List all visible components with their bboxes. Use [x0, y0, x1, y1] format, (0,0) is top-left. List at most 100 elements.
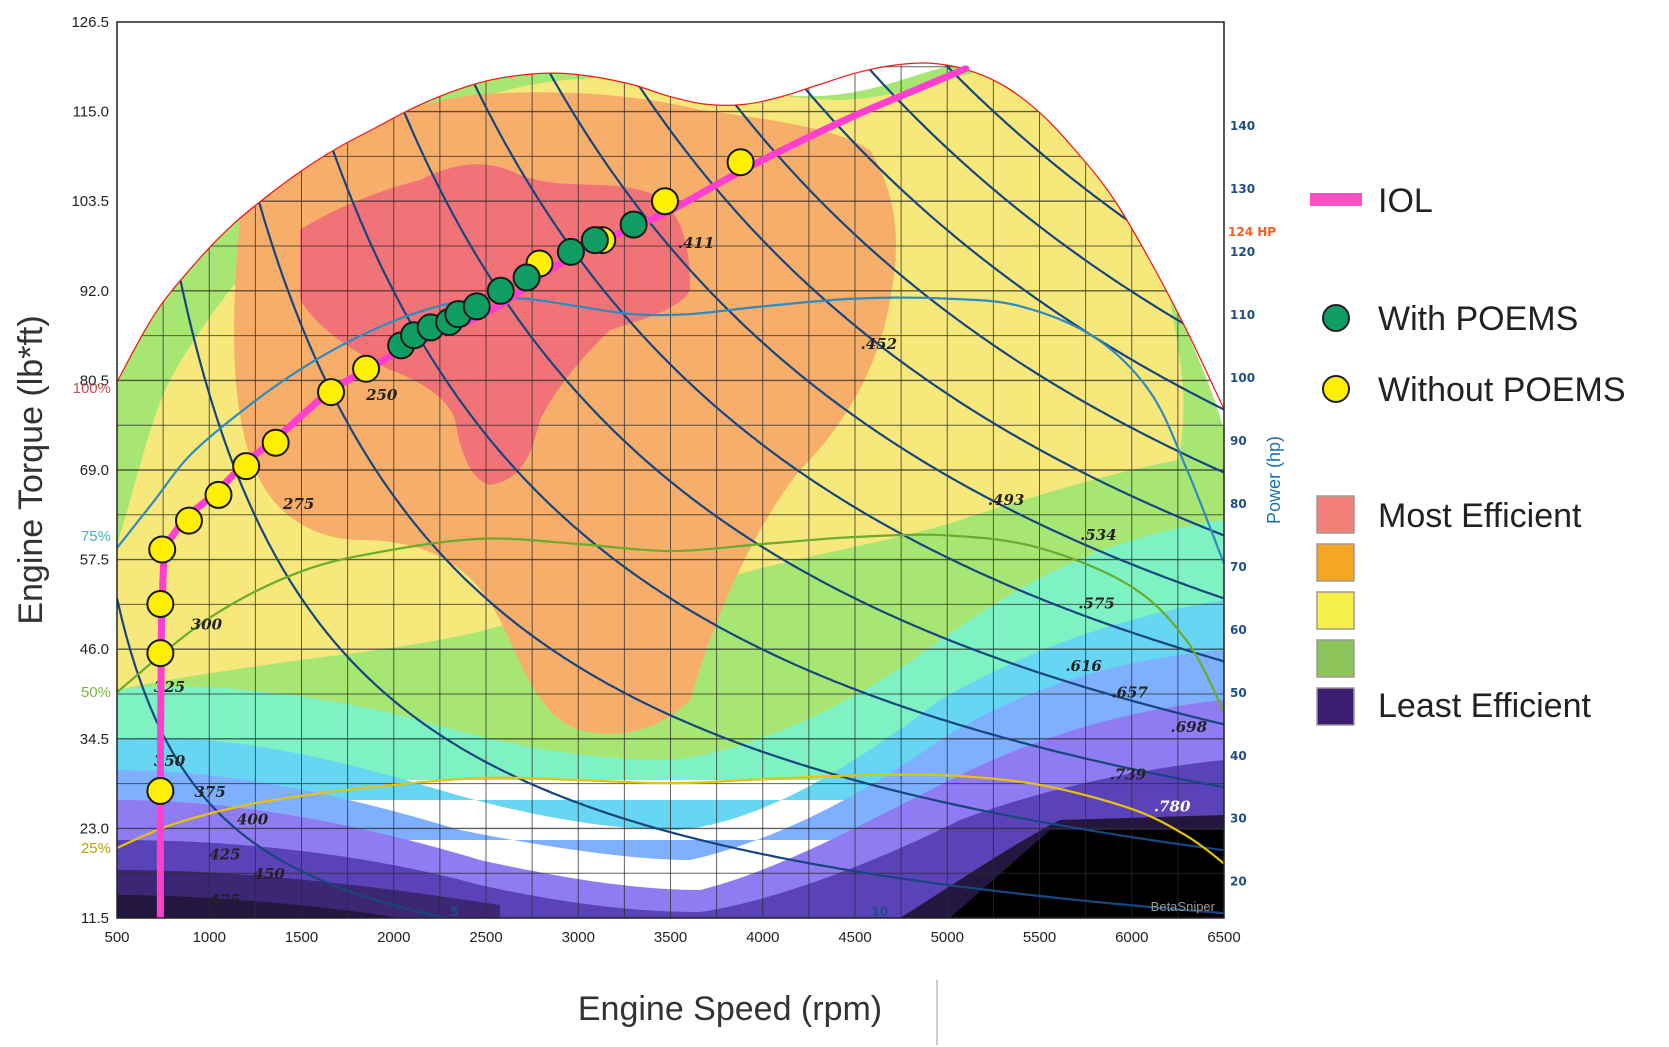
power-tick-label: 100: [1230, 371, 1255, 385]
throttle-label: 75%: [81, 528, 111, 545]
legend: IOL With POEMS Without POEMS Most Effici…: [1310, 182, 1626, 726]
bsfc-label: .534: [1080, 526, 1117, 544]
bsfc-label: 300: [191, 616, 223, 634]
legend-efficiency-swatch: [1316, 687, 1355, 726]
power-tick-label: 130: [1230, 182, 1255, 196]
x-tick-label: 3500: [654, 929, 687, 946]
y-tick-label: 57.5: [80, 552, 109, 569]
envelope-mask: [117, 22, 1224, 408]
without-poems-point: [650, 187, 679, 216]
power-curve: [138, 22, 1224, 915]
plot-frame: [116, 21, 1225, 919]
throttle-label: 25%: [81, 840, 111, 857]
y-tick-label: 11.5: [81, 910, 109, 927]
band-black: [950, 830, 1224, 918]
bsfc-label: .452: [861, 335, 898, 353]
power-axis-title: Power (hp): [1264, 436, 1284, 524]
x-tick-label: 3000: [562, 929, 595, 946]
x-tick-label: 6500: [1207, 929, 1240, 946]
throttle-curve: [117, 533, 1224, 713]
power-tick-label: 20: [1230, 875, 1247, 889]
with-poems-point: [462, 292, 491, 321]
power-tick-label: 110: [1230, 308, 1255, 322]
power-tick-label: 90: [1230, 434, 1247, 448]
bsfc-label: 400: [237, 811, 269, 829]
x-tick-label: 500: [104, 929, 129, 946]
without-poems-point: [261, 428, 290, 457]
power-curve-bottom-label: 5: [450, 905, 458, 919]
with-poems-points: [387, 210, 648, 360]
legend-efficiency-swatch: [1316, 639, 1355, 678]
y-tick-label: 46.0: [80, 641, 109, 658]
x-tick-label: 4500: [838, 929, 871, 946]
x-tick-label: 5500: [1023, 929, 1056, 946]
throttle-curves: [117, 296, 1224, 865]
legend-efficiency-swatches: [1316, 495, 1355, 726]
bsfc-label: 375: [194, 783, 225, 801]
power-tick-label: 50: [1230, 686, 1247, 700]
power-tick-label: 70: [1230, 560, 1247, 574]
legend-iol-label: IOL: [1378, 182, 1433, 220]
without-poems-point: [317, 378, 346, 407]
y-tick-label: 115.0: [73, 104, 109, 121]
without-poems-point: [148, 535, 177, 564]
x-axis-title: Engine Speed (rpm): [578, 990, 882, 1028]
bsfc-label: .698: [1170, 718, 1207, 736]
y-axis-title: Engine Torque (lb*ft): [12, 315, 50, 624]
with-poems-point: [486, 276, 515, 305]
x-tick-label: 1000: [193, 929, 226, 946]
x-tick-label: 2000: [377, 929, 410, 946]
bsfc-label: .780: [1154, 797, 1191, 815]
without-poems-point: [174, 506, 203, 535]
power-curve: [521, 22, 1224, 600]
bsfc-label: .739: [1110, 765, 1147, 783]
power-curve: [215, 22, 1224, 852]
throttle-curve: [117, 296, 1224, 564]
throttle-label: 50%: [81, 684, 111, 701]
without-poems-point: [146, 639, 175, 668]
y-tick-label: 92.0: [80, 283, 109, 300]
y-tick-label: 69.0: [80, 462, 109, 479]
without-poems-point: [204, 480, 233, 509]
power-curve: [444, 22, 1224, 663]
legend-efficiency-swatch: [1316, 495, 1355, 534]
plot-area: 250275300325350375400425450475.411.452.4…: [117, 22, 1224, 918]
bsfc-label: .411: [678, 234, 715, 252]
legend-without-poems-marker: [1322, 375, 1350, 403]
throttle-labels: 100% 75% 50% 25%: [73, 380, 111, 857]
legend-most-efficient-label: Most Efficient: [1378, 497, 1582, 535]
y-tick-label: 23.0: [80, 820, 109, 837]
max-power-label: 124 HP: [1228, 225, 1276, 239]
legend-without-poems-label: Without POEMS: [1378, 371, 1626, 409]
legend-with-poems-marker: [1322, 304, 1350, 332]
without-poems-point: [146, 590, 175, 619]
throttle-curve: [117, 773, 1224, 865]
bsfc-label: 475: [209, 891, 240, 909]
legend-efficiency-swatch: [1316, 543, 1355, 582]
power-tick-label: 60: [1230, 623, 1247, 637]
power-tick-label: 80: [1230, 497, 1247, 511]
y-tick-label: 34.5: [80, 731, 109, 748]
x-tick-label: 4000: [746, 929, 779, 946]
power-curve: [291, 22, 1224, 789]
bsfc-label: .657: [1111, 684, 1148, 702]
throttle-label: 100%: [73, 380, 111, 397]
power-curve: [117, 598, 452, 918]
power-tick-label: 30: [1230, 812, 1247, 826]
with-poems-point: [512, 263, 541, 292]
bsfc-label: 275: [282, 495, 314, 513]
y-axis-ticks: 126.5 115.0 103.5 92.0 80.5 69.0 57.5 46.0 34.5 2…: [71, 14, 109, 927]
with-poems-point: [580, 226, 609, 255]
bsfc-label: .616: [1065, 657, 1102, 675]
bsfc-label: 250: [365, 386, 398, 404]
power-tick-label: 140: [1230, 119, 1255, 133]
x-tick-label: 2500: [469, 929, 502, 946]
without-poems-point: [726, 148, 755, 177]
bsfc-label: 425: [209, 846, 240, 864]
power-curve-bottom-label: 10: [871, 905, 888, 919]
bsfc-label: .493: [988, 491, 1025, 509]
without-poems-point: [146, 777, 175, 806]
power-axis-ticks: 140 130 120 110 100 90 80 70 60 50 40 30 20 5 10: [450, 119, 1255, 919]
power-tick-label: 40: [1230, 749, 1247, 763]
